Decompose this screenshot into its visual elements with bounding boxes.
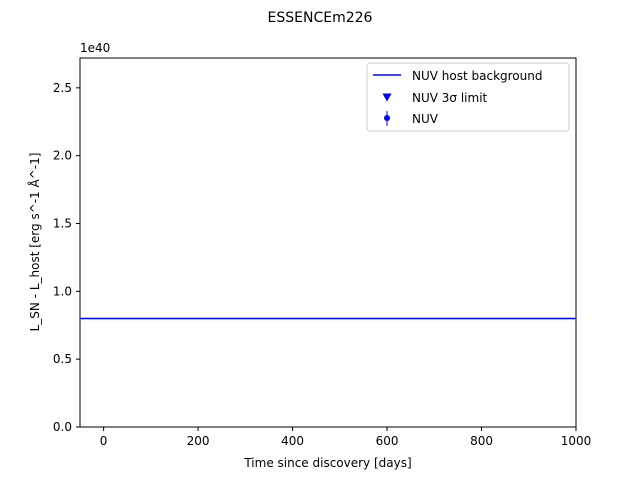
y-axis-label: L_SN - L_host [erg s^-1 Å^-1] xyxy=(27,153,42,332)
legend-label-3sigma-limit: NUV 3σ limit xyxy=(412,91,488,105)
y-tick-label: 1.5 xyxy=(53,217,72,231)
x-axis-label: Time since discovery [days] xyxy=(243,456,411,470)
legend: NUV host background NUV 3σ limit NUV xyxy=(366,62,570,132)
x-tick-label: 200 xyxy=(187,434,210,448)
x-tick-label: 1000 xyxy=(561,434,592,448)
y-tick-label: 1.0 xyxy=(53,284,72,298)
y-tick-label: 2.0 xyxy=(53,149,72,163)
y-tick-label: 0.0 xyxy=(53,420,72,434)
x-tick-label: 800 xyxy=(470,434,493,448)
legend-swatch-nuv-marker xyxy=(384,115,390,121)
y-tick-label: 2.5 xyxy=(53,81,72,95)
x-axis-ticks: 0 200 400 600 800 1000 xyxy=(100,427,591,448)
x-tick-label: 0 xyxy=(100,434,108,448)
y-tick-label: 0.5 xyxy=(53,352,72,366)
y-axis-ticks: 0.0 0.5 1.0 1.5 2.0 2.5 xyxy=(53,81,80,434)
chart-title: ESSENCEm226 xyxy=(268,10,373,26)
legend-box xyxy=(366,62,570,132)
x-tick-label: 600 xyxy=(376,434,399,448)
y-offset-label: 1e40 xyxy=(80,41,110,55)
legend-label-nuv: NUV xyxy=(412,112,439,126)
legend-swatch-3sigma-limit xyxy=(382,93,392,102)
x-tick-label: 400 xyxy=(281,434,304,448)
legend-label-host-background: NUV host background xyxy=(412,69,542,83)
